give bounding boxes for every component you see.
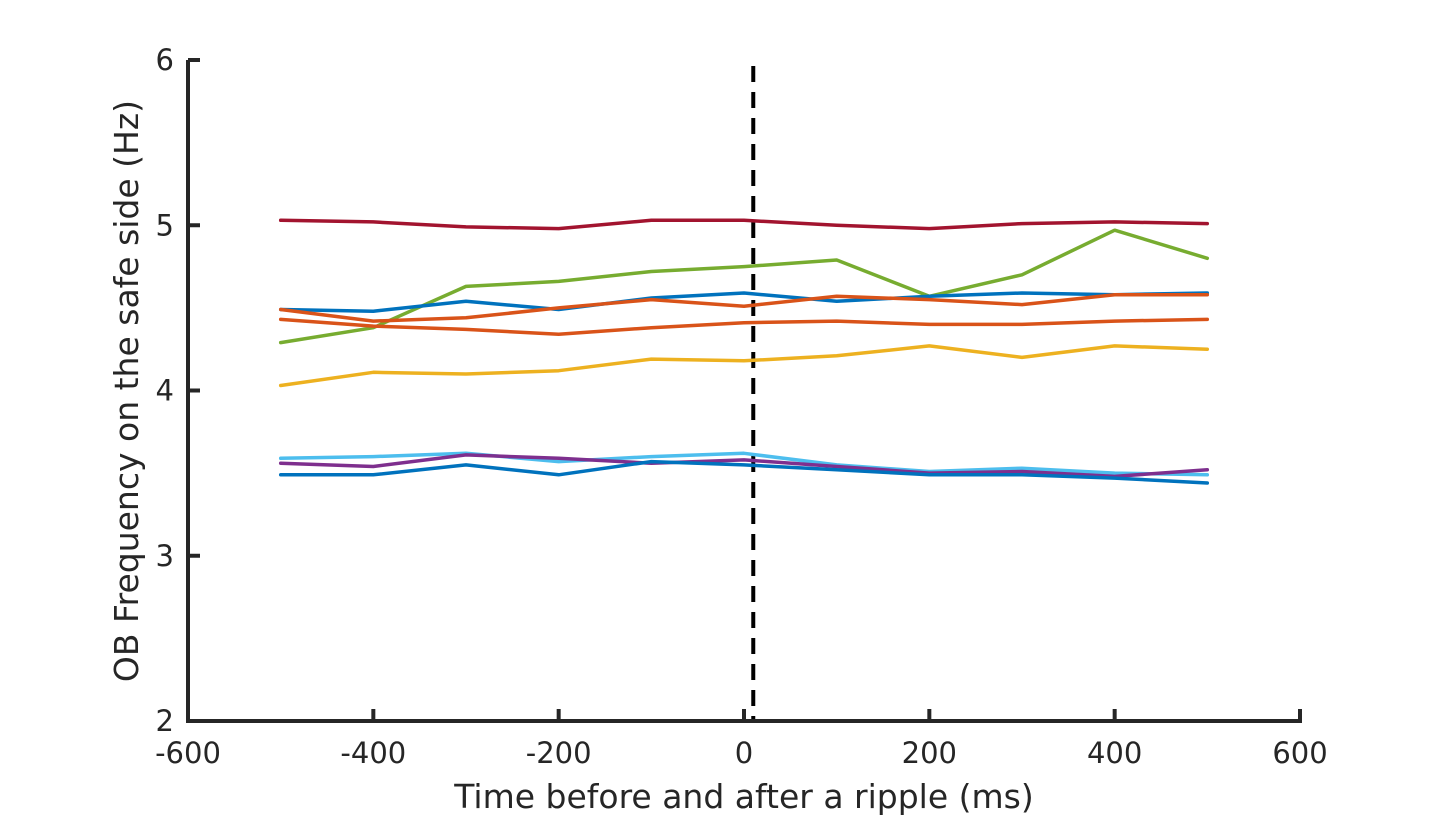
- series-line-1: [278, 218, 1210, 231]
- series-line-4: [278, 292, 1210, 323]
- x-tick-label: -400: [340, 736, 406, 770]
- series-line-6: [278, 344, 1210, 388]
- x-tick-label: -600: [155, 736, 221, 770]
- series-line-7: [278, 451, 1210, 477]
- x-tick-label: 200: [902, 736, 957, 770]
- x-tick-label: 0: [735, 736, 753, 770]
- axes-layer: [186, 60, 1302, 723]
- y-tick-label: 5: [156, 208, 174, 242]
- y-tick-label: 6: [156, 43, 174, 77]
- series-line-2: [278, 228, 1210, 345]
- y-tick-label: 4: [156, 374, 174, 408]
- x-tick-label: 600: [1272, 736, 1327, 770]
- x-tick-label: 400: [1087, 736, 1142, 770]
- series-line-3: [278, 291, 1210, 313]
- x-axis-label: Time before and after a ripple (ms): [453, 777, 1033, 816]
- x-tick-label: -200: [526, 736, 592, 770]
- y-tick-label: 3: [156, 539, 174, 573]
- series-line-8: [278, 453, 1210, 479]
- series-line-9: [278, 459, 1210, 485]
- y-axis-label: OB Frequency on the safe side (Hz): [107, 100, 146, 682]
- y-tick-label: 2: [156, 704, 174, 738]
- series-layer: [278, 218, 1210, 485]
- x-ticks-layer: -600 -400 -200 0 200 400 600: [155, 709, 1328, 770]
- series-line-5: [278, 317, 1210, 337]
- y-ticks-layer: 2 3 4 5 6: [156, 43, 200, 738]
